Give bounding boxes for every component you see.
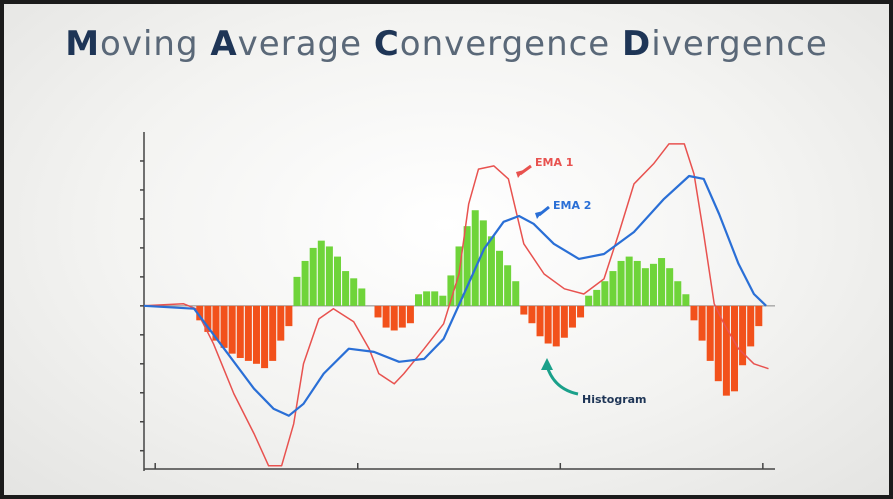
histogram-bar	[398, 305, 406, 328]
histogram-bar	[552, 305, 560, 347]
histogram-bar	[690, 305, 698, 321]
histogram-bar	[674, 281, 682, 306]
histogram-bar	[358, 288, 366, 306]
histogram-bar	[325, 246, 333, 306]
histogram-bar	[496, 250, 504, 306]
histogram-bar	[755, 305, 763, 327]
histogram-bar	[317, 240, 325, 306]
histogram-bar	[504, 265, 512, 306]
histogram-bar	[585, 295, 593, 306]
line-series	[143, 174, 767, 417]
histogram-bar	[722, 305, 730, 396]
histogram-bar	[528, 305, 536, 324]
histogram-bar	[350, 278, 358, 306]
histogram-bar	[447, 275, 455, 306]
histogram-bar	[463, 226, 471, 306]
chart: EMA 1 EMA 2 Histogram	[140, 132, 775, 471]
arrow	[545, 365, 579, 396]
title-word: Average	[210, 24, 363, 64]
histogram-bar	[666, 268, 674, 306]
arrowhead	[541, 358, 553, 370]
histogram-bar	[212, 305, 220, 341]
chart-title: Moving Average Convergence Divergence	[4, 24, 889, 64]
line-series	[143, 143, 769, 467]
arrowhead	[516, 170, 524, 178]
histogram-bar	[487, 236, 495, 306]
histogram-bar	[641, 268, 649, 306]
title-word: Divergence	[622, 24, 828, 64]
title-word: Moving	[65, 24, 199, 64]
histogram-bar	[252, 305, 260, 364]
histogram-bar	[439, 295, 447, 306]
histogram-bar	[560, 305, 568, 338]
histogram-bar	[577, 305, 585, 318]
histogram-bar	[730, 305, 738, 392]
histogram-bar	[658, 258, 666, 306]
histogram-bar	[333, 256, 341, 306]
histogram-bar	[382, 305, 390, 328]
histogram-bar	[415, 294, 423, 306]
histogram-bar	[714, 305, 722, 382]
histogram-bar	[196, 305, 204, 321]
histogram-bar	[544, 305, 552, 344]
histogram-bar	[601, 281, 609, 306]
histogram-bar	[390, 305, 398, 331]
arrowhead	[535, 211, 543, 219]
histogram-bar	[236, 305, 244, 358]
histogram-bar	[309, 247, 317, 306]
histogram-bar	[431, 291, 439, 306]
histogram-bar	[285, 305, 293, 327]
series-label: EMA 1	[535, 156, 573, 169]
histogram-bar	[228, 305, 236, 354]
histogram-bar	[471, 210, 479, 306]
histogram-bar	[649, 263, 657, 306]
histogram-bar	[512, 281, 520, 306]
annotation-arrows	[516, 164, 579, 396]
histogram-bar	[269, 305, 277, 361]
histogram-bar	[220, 305, 228, 348]
histogram-bar	[374, 305, 382, 318]
histogram-bar	[609, 271, 617, 306]
title-word: Convergence	[373, 24, 611, 64]
histogram-bar	[625, 256, 633, 306]
histogram-bar	[520, 305, 528, 315]
histogram-bar	[536, 305, 544, 337]
histogram-bar	[261, 305, 269, 369]
histogram-bar	[747, 305, 755, 347]
histogram-bar	[423, 291, 431, 306]
histogram-bar	[633, 260, 641, 306]
histogram-bar	[406, 305, 414, 324]
histogram-bar	[698, 305, 706, 341]
histogram-bar	[568, 305, 576, 328]
histogram-bar	[342, 271, 350, 306]
histogram-bar	[739, 305, 747, 366]
histogram-bar	[301, 260, 309, 306]
histogram-bar	[244, 305, 252, 361]
histogram-bar	[617, 260, 625, 306]
histogram-bar	[682, 294, 690, 306]
histogram-bar	[706, 305, 714, 361]
series-label: Histogram	[582, 393, 647, 406]
histogram-bar	[479, 220, 487, 306]
histogram-bar	[593, 289, 601, 306]
histogram-bar	[204, 305, 212, 332]
histogram-bar	[293, 276, 301, 306]
series-label: EMA 2	[553, 199, 591, 212]
histogram-bar	[277, 305, 285, 341]
